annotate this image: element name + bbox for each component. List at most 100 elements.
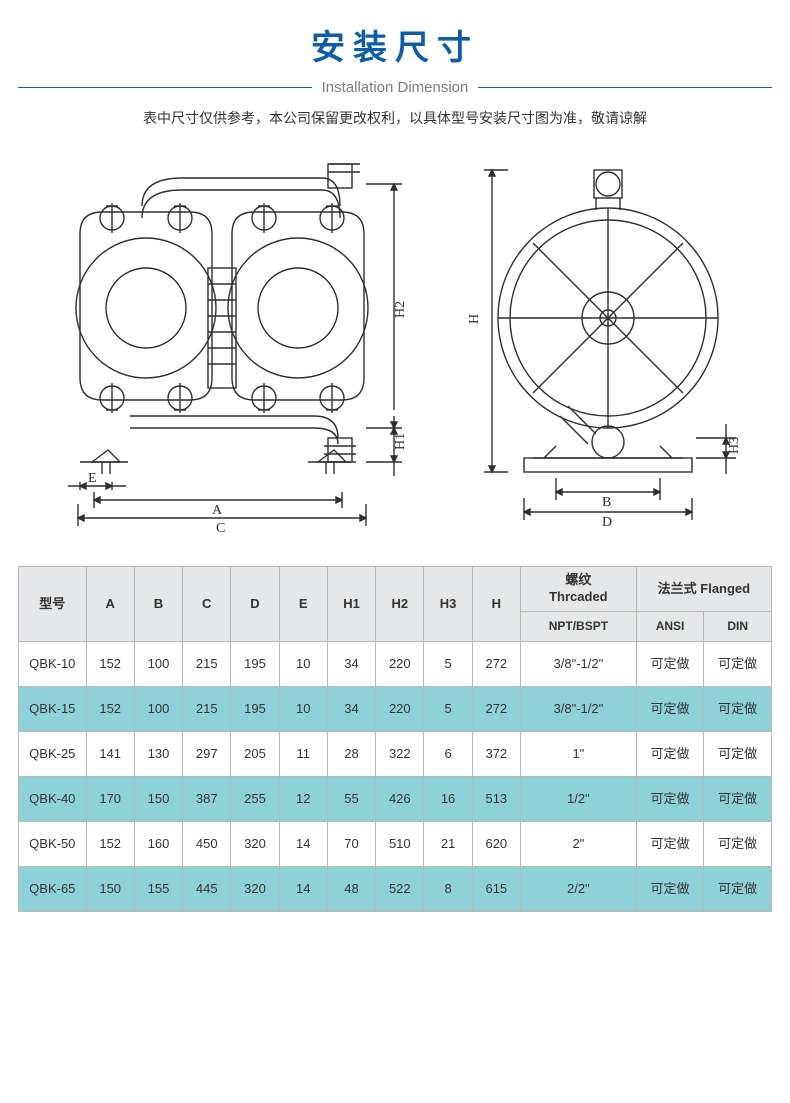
cell-model: QBK-50 (19, 822, 87, 867)
col-e: E (279, 567, 327, 642)
cell-h2: 510 (376, 822, 424, 867)
cell-h2: 426 (376, 777, 424, 822)
table-body: QBK-10152100215195103422052723/8"-1/2"可定… (19, 642, 772, 912)
cell-npt: 1/2" (520, 777, 636, 822)
cell-e: 14 (279, 867, 327, 912)
cell-h1: 34 (327, 642, 375, 687)
cell-h2: 220 (376, 642, 424, 687)
cell-ansi: 可定做 (636, 822, 704, 867)
cell-ansi: 可定做 (636, 867, 704, 912)
cell-e: 14 (279, 822, 327, 867)
heading-block: 安装尺寸 Installation Dimension 表中尺寸仅供参考，本公司… (18, 20, 772, 128)
cell-d: 320 (231, 822, 279, 867)
cell-h: 372 (472, 732, 520, 777)
cell-h3: 5 (424, 687, 472, 732)
cell-d: 255 (231, 777, 279, 822)
cell-din: 可定做 (704, 642, 772, 687)
cell-model: QBK-65 (19, 867, 87, 912)
cell-h2: 220 (376, 687, 424, 732)
cell-h1: 55 (327, 777, 375, 822)
page-subtitle: Installation Dimension (322, 79, 469, 96)
cell-c: 450 (183, 822, 231, 867)
cell-c: 297 (183, 732, 231, 777)
cell-b: 150 (134, 777, 182, 822)
cell-ansi: 可定做 (636, 642, 704, 687)
side-view-diagram: H H3 B D (448, 148, 768, 548)
divider-left (18, 87, 312, 88)
cell-din: 可定做 (704, 777, 772, 822)
dim-label-h2: H2 (393, 301, 408, 318)
cell-c: 215 (183, 642, 231, 687)
col-ansi: ANSI (636, 612, 704, 642)
cell-ansi: 可定做 (636, 732, 704, 777)
note-text: 表中尺寸仅供参考，本公司保留更改权利，以具体型号安装尺寸图为准，敬请谅解 (18, 108, 772, 128)
cell-h1: 48 (327, 867, 375, 912)
col-b: B (134, 567, 182, 642)
cell-din: 可定做 (704, 867, 772, 912)
cell-npt: 1" (520, 732, 636, 777)
dimensions-table: 型号 A B C D E H1 H2 H3 H 螺纹 Thrcaded 法兰式 … (18, 566, 772, 912)
cell-ansi: 可定做 (636, 777, 704, 822)
threaded-en: Thrcaded (549, 589, 608, 604)
cell-h: 272 (472, 687, 520, 732)
cell-h3: 8 (424, 867, 472, 912)
col-din: DIN (704, 612, 772, 642)
threaded-cn: 螺纹 (565, 572, 591, 587)
col-model: 型号 (19, 567, 87, 642)
col-flanged: 法兰式 Flanged (636, 567, 771, 612)
cell-h2: 322 (376, 732, 424, 777)
cell-npt: 3/8"-1/2" (520, 642, 636, 687)
cell-d: 205 (231, 732, 279, 777)
cell-b: 160 (134, 822, 182, 867)
cell-a: 141 (86, 732, 134, 777)
subtitle-row: Installation Dimension (18, 79, 772, 96)
cell-h: 615 (472, 867, 520, 912)
cell-a: 152 (86, 822, 134, 867)
cell-b: 130 (134, 732, 182, 777)
col-c: C (183, 567, 231, 642)
cell-a: 170 (86, 777, 134, 822)
cell-e: 11 (279, 732, 327, 777)
cell-b: 100 (134, 687, 182, 732)
col-d: D (231, 567, 279, 642)
cell-h: 272 (472, 642, 520, 687)
cell-model: QBK-10 (19, 642, 87, 687)
col-h2: H2 (376, 567, 424, 642)
cell-b: 155 (134, 867, 182, 912)
table-header: 型号 A B C D E H1 H2 H3 H 螺纹 Thrcaded 法兰式 … (19, 567, 772, 642)
cell-h2: 522 (376, 867, 424, 912)
cell-c: 387 (183, 777, 231, 822)
cell-e: 10 (279, 687, 327, 732)
cell-h1: 28 (327, 732, 375, 777)
cell-ansi: 可定做 (636, 687, 704, 732)
cell-b: 100 (134, 642, 182, 687)
cell-d: 320 (231, 867, 279, 912)
cell-e: 10 (279, 642, 327, 687)
dim-label-h3: H3 (727, 437, 742, 454)
cell-h3: 21 (424, 822, 472, 867)
page-title: 安装尺寸 (18, 20, 772, 69)
table-row: QBK-401701503872551255426165131/2"可定做可定做 (19, 777, 772, 822)
cell-npt: 3/8"-1/2" (520, 687, 636, 732)
col-h1: H1 (327, 567, 375, 642)
cell-a: 152 (86, 642, 134, 687)
cell-c: 445 (183, 867, 231, 912)
cell-e: 12 (279, 777, 327, 822)
cell-din: 可定做 (704, 822, 772, 867)
cell-npt: 2/2" (520, 867, 636, 912)
dim-label-e: E (88, 471, 97, 486)
cell-din: 可定做 (704, 687, 772, 732)
diagram-row: E A C H1 H2 (18, 148, 772, 566)
dim-label-a: A (212, 503, 223, 518)
cell-npt: 2" (520, 822, 636, 867)
cell-h1: 34 (327, 687, 375, 732)
cell-h: 620 (472, 822, 520, 867)
col-npt: NPT/BSPT (520, 612, 636, 642)
cell-a: 152 (86, 687, 134, 732)
col-threaded: 螺纹 Thrcaded (520, 567, 636, 612)
dim-label-d: D (602, 515, 612, 530)
cell-h3: 16 (424, 777, 472, 822)
cell-a: 150 (86, 867, 134, 912)
cell-h3: 6 (424, 732, 472, 777)
dim-label-h1: H1 (393, 433, 408, 450)
